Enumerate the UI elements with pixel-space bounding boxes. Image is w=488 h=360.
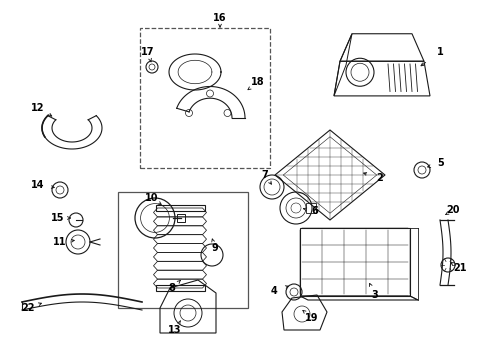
Text: 22: 22 xyxy=(21,303,35,313)
Bar xyxy=(299,228,409,296)
Text: 17: 17 xyxy=(141,47,154,57)
Text: 19: 19 xyxy=(305,313,318,323)
Text: 14: 14 xyxy=(31,180,45,190)
Bar xyxy=(305,203,315,213)
Bar xyxy=(155,205,204,211)
Text: 21: 21 xyxy=(452,263,466,273)
Text: 12: 12 xyxy=(31,103,45,113)
Text: 9: 9 xyxy=(211,243,218,253)
Bar xyxy=(118,192,247,308)
Bar xyxy=(155,285,204,291)
Text: 1: 1 xyxy=(436,47,443,57)
Text: 2: 2 xyxy=(376,173,383,183)
Text: 10: 10 xyxy=(145,193,159,203)
Text: 13: 13 xyxy=(168,325,182,335)
Text: 8: 8 xyxy=(168,283,175,293)
Bar xyxy=(177,214,184,222)
Text: 5: 5 xyxy=(437,158,444,168)
Text: 3: 3 xyxy=(371,290,378,300)
Text: 11: 11 xyxy=(53,237,67,247)
Text: 16: 16 xyxy=(213,13,226,23)
Text: 7: 7 xyxy=(261,170,268,180)
Bar xyxy=(140,28,269,168)
Text: 18: 18 xyxy=(251,77,264,87)
Text: 6: 6 xyxy=(311,206,318,216)
Text: 15: 15 xyxy=(51,213,64,223)
Text: 4: 4 xyxy=(270,286,277,296)
Text: 20: 20 xyxy=(446,205,459,215)
